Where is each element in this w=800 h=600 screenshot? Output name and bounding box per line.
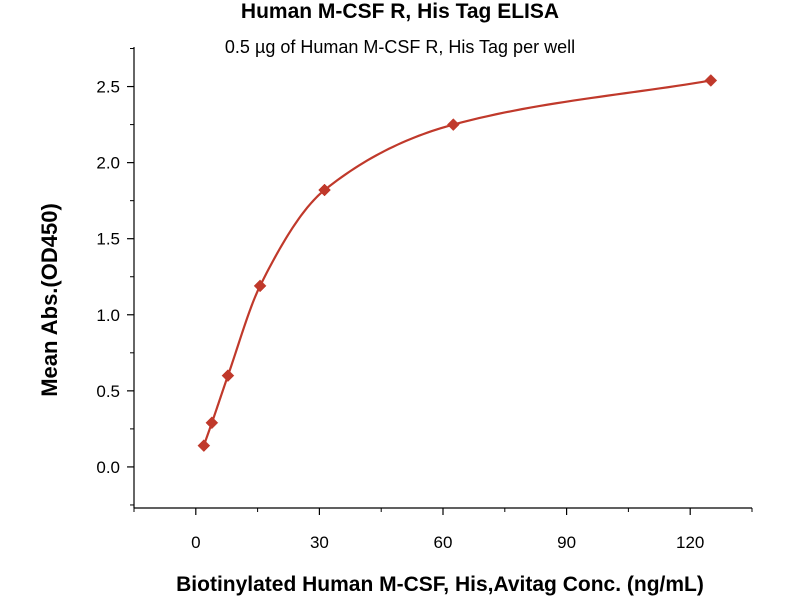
fit-curve-layer (202, 79, 711, 446)
data-point (704, 74, 718, 87)
tick-labels: 0.0 0.5 1.0 1.5 2.0 2.5 0 30 60 90 120 (96, 78, 704, 552)
y-tick-label: 0.5 (96, 382, 120, 401)
x-tick-label: 90 (557, 533, 576, 552)
y-tick-label: 2.0 (96, 154, 120, 173)
tick-marks (127, 48, 753, 515)
chart-subtitle: 0.5 µg of Human M-CSF R, His Tag per wel… (224, 37, 576, 57)
data-point (205, 416, 219, 430)
chart-title: Human M-CSF R, His Tag ELISA (240, 0, 560, 23)
y-tick-label: 0.0 (96, 458, 120, 477)
data-point (253, 279, 267, 293)
y-tick-label: 1.0 (96, 306, 120, 325)
x-tick-label: 120 (676, 533, 704, 552)
x-tick-label: 60 (434, 533, 453, 552)
x-tick-label: 30 (310, 533, 329, 552)
data-point (318, 183, 331, 197)
axes (133, 47, 752, 509)
fit-curve (202, 79, 711, 446)
data-point (197, 439, 211, 452)
y-axis-title: Mean Abs.(OD450) (37, 203, 62, 397)
x-tick-label: 0 (191, 533, 200, 552)
y-tick-label: 2.5 (96, 78, 120, 97)
y-tick-label: 1.5 (96, 230, 120, 249)
data-point (446, 118, 460, 131)
data-points (197, 74, 718, 452)
x-axis-title: Biotinylated Human M-CSF, His,Avitag Con… (176, 573, 704, 596)
data-point (221, 369, 235, 382)
